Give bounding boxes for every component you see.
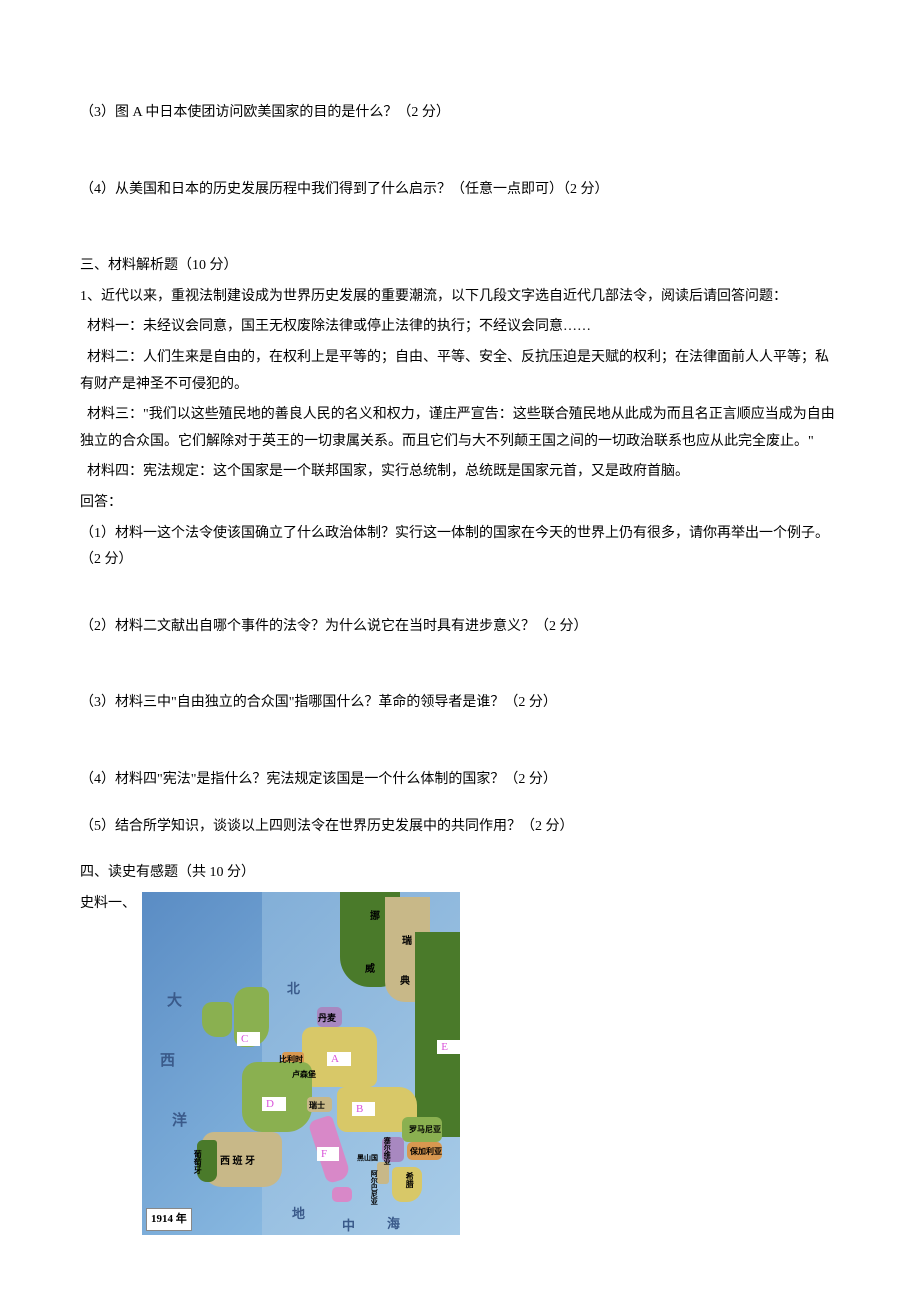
sub-question-1-text: （1）材料一这个法令使该国确立了什么政治体制？实行这一体制的国家在今天的世界上仍… [80, 526, 829, 568]
section-4-title: 四、读史有感题（共 10 分） [80, 860, 840, 887]
norway-label: 挪 [370, 907, 380, 926]
material-4: 材料四：宪法规定：这个国家是一个联邦国家，实行总统制，总统既是国家元首，又是政府… [80, 459, 840, 486]
letter-a-box: A [327, 1052, 351, 1066]
portugal-label: 葡萄牙 [190, 1150, 205, 1174]
sub-question-3-text: （3）材料三中"自由独立的合众国"指哪国什么？革命的领导者是谁？（2 分） [80, 695, 557, 710]
atlantic-da-label: 大 [167, 987, 182, 1016]
sub-question-4-text: （4）材料四"宪法"是指什么？宪法规定该国是一个什么体制的国家？（2 分） [80, 772, 557, 787]
bulgaria-label: 保加利亚 [410, 1144, 442, 1159]
atlantic-yang-label: 洋 [172, 1107, 187, 1136]
romania-label: 罗马尼亚 [409, 1122, 441, 1137]
atlantic-xi-label: 西 [160, 1047, 175, 1076]
albania-label: 阿尔巴尼亚 [367, 1170, 380, 1205]
question-3-text: （3）图 A 中日本使团访问欧美国家的目的是什么？（2 分） [80, 105, 450, 120]
med-zhong-label: 中 [342, 1214, 355, 1239]
material-3: 材料三："我们以这些殖民地的善良人民的名义和权力，谨庄严宣告：这些联合殖民地从此… [80, 402, 840, 455]
sub-question-5: （5）结合所学知识，谈谈以上四则法令在世界历史发展中的共同作用？（2 分） [80, 814, 840, 841]
sub-question-5-text: （5）结合所学知识，谈谈以上四则法令在世界历史发展中的共同作用？（2 分） [80, 819, 574, 834]
sub-question-3: （3）材料三中"自由独立的合众国"指哪国什么？革命的领导者是谁？（2 分） [80, 690, 840, 717]
section-3-title-text: 三、材料解析题（10 分） [80, 258, 238, 273]
question-3: （3）图 A 中日本使团访问欧美国家的目的是什么？（2 分） [80, 100, 840, 127]
section-3-title: 三、材料解析题（10 分） [80, 253, 840, 280]
letter-e-box: E [437, 1040, 460, 1054]
material-3-text: 材料三："我们以这些殖民地的善良人民的名义和权力，谨庄严宣告：这些联合殖民地从此… [80, 407, 835, 449]
sub-question-1: （1）材料一这个法令使该国确立了什么政治体制？实行这一体制的国家在今天的世界上仍… [80, 521, 840, 574]
denmark-label: 丹麦 [318, 1010, 336, 1027]
sub-question-2-text: （2）材料二文献出自哪个事件的法令？为什么说它在当时具有进步意义？（2 分） [80, 619, 588, 634]
luxembourg-label: 卢森堡 [292, 1067, 316, 1082]
swiss-label: 瑞士 [309, 1098, 325, 1113]
spain-label: 西 班 牙 [220, 1152, 255, 1171]
material-2: 材料二：人们生来是自由的，在权利上是平等的；自由、平等、安全、反抗压迫是天赋的权… [80, 345, 840, 398]
question-4: （4）从美国和日本的历史发展历程中我们得到了什么启示？（任意一点即可）（2 分） [80, 177, 840, 204]
history-material-row: 史料一、 [80, 891, 840, 1236]
section-4-title-text: 四、读史有感题（共 10 分） [80, 865, 255, 880]
history-label: 史料一、 [80, 891, 136, 918]
med-hai-label: 海 [387, 1212, 400, 1237]
europe-map-1914: 大 西 洋 北 地 中 海 挪 瑞 威 典 丹麦 比利时 卢森堡 瑞士 西 班 … [141, 891, 461, 1236]
belgium-label: 比利时 [279, 1052, 303, 1067]
map-year-label: 1914 年 [146, 1208, 192, 1231]
serbia-label: 塞尔维亚 [380, 1137, 393, 1165]
sub-question-2: （2）材料二文献出自哪个事件的法令？为什么说它在当时具有进步意义？（2 分） [80, 614, 840, 641]
ireland-land [202, 1002, 232, 1037]
letter-d-box: D [262, 1097, 286, 1111]
material-1-text: 材料一：未经议会同意，国王无权废除法律或停止法律的执行；不经议会同意…… [87, 319, 591, 334]
norway-wei-label: 威 [365, 960, 375, 979]
letter-b-box: B [352, 1102, 375, 1116]
material-2-text: 材料二：人们生来是自由的，在权利上是平等的；自由、平等、安全、反抗压迫是天赋的权… [80, 350, 829, 392]
material-1: 材料一：未经议会同意，国王无权废除法律或停止法律的执行；不经议会同意…… [80, 314, 840, 341]
russia-land [415, 932, 460, 1137]
med-di-label: 地 [292, 1202, 305, 1227]
montenegro-label: 黑山国 [357, 1152, 378, 1165]
question-4-text: （4）从美国和日本的历史发展历程中我们得到了什么启示？（任意一点即可）（2 分） [80, 182, 609, 197]
answer-label-text: 回答： [80, 495, 122, 510]
north-sea-label: 北 [287, 977, 300, 1002]
greece-label: 希腊 [402, 1172, 417, 1188]
sweden-label: 瑞 [402, 932, 412, 951]
answer-label: 回答： [80, 490, 840, 517]
sub-question-4: （4）材料四"宪法"是指什么？宪法规定该国是一个什么体制的国家？（2 分） [80, 767, 840, 794]
letter-c-box: C [237, 1032, 260, 1046]
section-3-intro-text: 1、近代以来，重视法制建设成为世界历史发展的重要潮流，以下几段文字选自近代几部法… [80, 289, 787, 304]
section-3-intro: 1、近代以来，重视法制建设成为世界历史发展的重要潮流，以下几段文字选自近代几部法… [80, 284, 840, 311]
material-4-text: 材料四：宪法规定：这个国家是一个联邦国家，实行总统制，总统既是国家元首，又是政府… [87, 464, 689, 479]
sweden-dian-label: 典 [400, 972, 410, 991]
letter-f-box: F [317, 1147, 339, 1161]
sicily-land [332, 1187, 352, 1202]
